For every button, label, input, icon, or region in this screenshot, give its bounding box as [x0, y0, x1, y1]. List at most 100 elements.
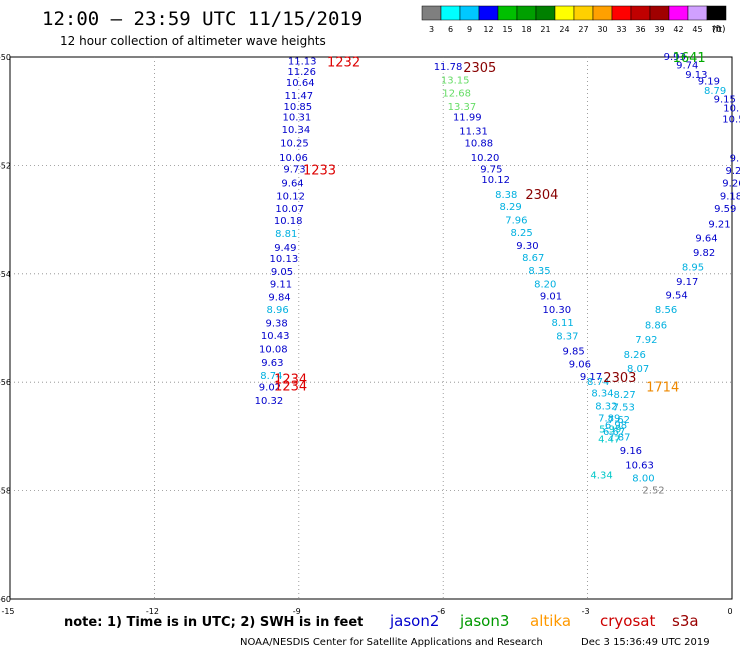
wave-height-point: 10.1: [723, 103, 740, 114]
wave-height-point: 10.12: [276, 191, 305, 202]
color-swatch-3: [478, 5, 499, 21]
wave-height-point: 10.85: [284, 102, 313, 113]
wave-height-point: 8.07: [627, 364, 649, 375]
wave-height-point: 8.34: [591, 389, 613, 400]
x-tick-label: 0: [727, 607, 732, 616]
x-tick-label: -12: [146, 607, 159, 616]
wave-height-point: 9.06: [569, 359, 591, 370]
color-swatch-12: [649, 5, 670, 21]
color-swatch-6: [535, 5, 556, 21]
color-scale-label: 18: [521, 25, 531, 34]
wave-height-point: 8.38: [495, 190, 517, 201]
wave-height-point: 9.26: [722, 178, 740, 189]
wave-height-point: 9.63: [261, 358, 283, 369]
wave-height-point: 6.98: [605, 421, 627, 432]
wave-height-point: 8.20: [534, 280, 556, 291]
grid-lines: [10, 57, 732, 599]
y-tick-label: -50: [0, 53, 11, 62]
wave-height-point: 8.32: [595, 402, 617, 413]
color-scale-label: 45: [692, 25, 702, 34]
wave-height-point: 7.89: [598, 414, 620, 425]
wave-height-point: 12.68: [442, 88, 471, 99]
x-tick-label: -15: [1, 607, 14, 616]
x-tick-label: -3: [582, 607, 590, 616]
wave-height-point: 11.26: [287, 67, 316, 78]
color-swatch-14: [687, 5, 708, 21]
wave-height-point: 7.62: [608, 415, 630, 426]
wave-height-point: 11.31: [459, 126, 488, 137]
wave-height-point: 8.79: [704, 86, 726, 97]
wave-height-point: 7.96: [505, 216, 527, 227]
satellite-legend: jason2 jason3 altika cryosat s3a: [389, 612, 699, 630]
wave-height-point: 8.86: [645, 320, 667, 331]
wave-height-point: 10.64: [286, 78, 315, 89]
wave-height-point: 9.18: [720, 191, 740, 202]
y-axis-ticks: -50 -52 -54 -56 -58 -60: [0, 53, 11, 604]
color-scale-label: 21: [540, 25, 550, 34]
wave-height-point: 9.84: [268, 293, 290, 304]
wave-height-point: 8.56: [655, 305, 677, 316]
wave-height-point: 9.02: [259, 383, 281, 394]
pass-time-label: 2303: [603, 371, 636, 386]
wave-height-point: 9.01: [540, 292, 562, 303]
wave-height-point: 4.34: [590, 470, 612, 481]
color-scale-label: 42: [673, 25, 683, 34]
pass-time-label: 1641: [673, 51, 706, 66]
wave-height-point: 10.25: [280, 139, 309, 150]
color-scale-label: 15: [502, 25, 512, 34]
legend-s3a: s3a: [672, 612, 699, 630]
wave-height-point: 10.34: [282, 125, 311, 136]
color-swatch-13: [668, 5, 689, 21]
wave-height-point: 10.18: [274, 216, 303, 227]
wave-height-point: 8.37: [556, 332, 578, 343]
x-axis-ticks: -15 -12 -9 -6 -3 0: [1, 607, 732, 616]
wave-height-point: 11.78: [434, 62, 463, 73]
color-scale-label: 3: [429, 25, 434, 34]
wave-height-point: 9.17: [580, 372, 602, 383]
wave-height-point: 10.88: [464, 139, 493, 150]
wave-height-point: 8.74: [260, 371, 282, 382]
wave-height-point: 9.59: [714, 204, 736, 215]
wave-height-point: 8.00: [632, 474, 654, 485]
wave-height-point: 10.06: [279, 153, 308, 164]
wave-height-point: 9.64: [281, 178, 303, 189]
wave-height-point: 9.54: [666, 290, 688, 301]
wave-height-point: 9.16: [620, 446, 642, 457]
wave-height-point: 8.81: [275, 229, 297, 240]
wave-height-point: 11.13: [288, 56, 317, 67]
x-tick-label: -9: [293, 607, 301, 616]
pass-time-label: 1233: [303, 164, 336, 179]
wave-height-point: 9.64: [695, 234, 717, 245]
color-swatch-15: [706, 5, 727, 21]
color-scale-label: 6: [448, 25, 453, 34]
wave-height-point: 9.19: [698, 76, 720, 87]
wave-height-point: 8.29: [499, 202, 521, 213]
wave-height-point: 10.43: [261, 331, 290, 342]
color-scale-label: 70: [711, 25, 721, 34]
wave-height-point: 9.11: [270, 280, 292, 291]
wave-height-point: 8.67: [522, 253, 544, 264]
color-swatch-10: [611, 5, 632, 21]
plot-frame: [9, 56, 733, 600]
wave-height-point: 10.30: [542, 305, 571, 316]
legend-jason2: jason2: [389, 612, 439, 630]
y-tick-label: -58: [0, 487, 11, 496]
wave-height-point: 8.25: [511, 228, 533, 239]
y-tick-label: -52: [0, 161, 11, 170]
color-scale-label: 36: [635, 25, 645, 34]
wave-height-point: 10.20: [471, 153, 500, 164]
wave-height-point: 9.15: [714, 94, 736, 105]
wave-height-point: 10.5: [722, 114, 740, 125]
chart-subtitle: 12 hour collection of altimeter wave hei…: [60, 34, 326, 48]
wave-height-point: 8.26: [624, 350, 646, 361]
y-tick-label: -54: [0, 270, 11, 279]
color-swatch-9: [592, 5, 613, 21]
wave-height-point: 7.87: [608, 432, 630, 443]
wave-height-point: 8.35: [528, 266, 550, 277]
wave-height-point: 11.99: [453, 113, 482, 124]
footer-timestamp: Dec 3 15:36:49 UTC 2019: [581, 637, 710, 648]
legend-jason3: jason3: [459, 612, 509, 630]
wave-height-point: 8.95: [682, 262, 704, 273]
